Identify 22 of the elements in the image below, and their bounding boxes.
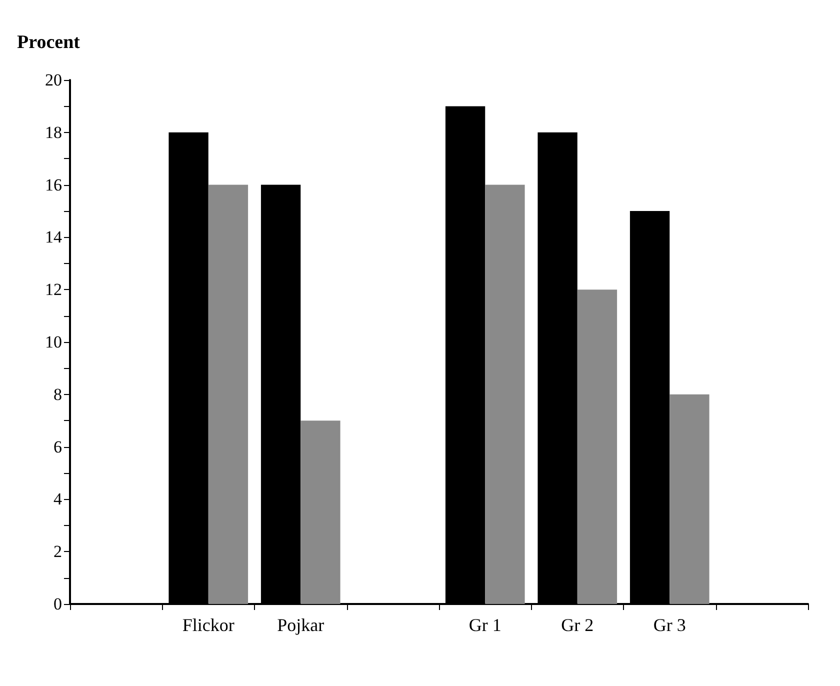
y-tick-label: 10: [45, 332, 62, 352]
y-tick-label: 20: [45, 70, 62, 90]
y-tick-label: 12: [45, 280, 62, 300]
y-tick-label: 6: [54, 437, 62, 456]
y-axis-title: Procent: [17, 32, 81, 53]
bar: [670, 394, 710, 604]
y-tick-label: 4: [54, 490, 62, 509]
x-tick-label: Gr 1: [468, 615, 502, 635]
bar: [577, 290, 618, 604]
y-tick-label: 16: [45, 175, 62, 194]
x-tick-label: Pojkar: [277, 615, 324, 635]
x-tick-label: Flickor: [182, 615, 234, 635]
x-tick-label: Gr 3: [653, 615, 686, 635]
y-tick-label: 8: [54, 384, 62, 404]
x-tick-label: Gr 2: [561, 615, 594, 635]
y-tick-label: 2: [54, 542, 62, 562]
bar: [208, 184, 248, 604]
bar: [300, 420, 340, 604]
y-tick-label: 14: [45, 228, 62, 247]
y-tick-label: 0: [54, 594, 62, 614]
bar: [485, 184, 525, 604]
y-tick-label: 18: [45, 122, 62, 142]
